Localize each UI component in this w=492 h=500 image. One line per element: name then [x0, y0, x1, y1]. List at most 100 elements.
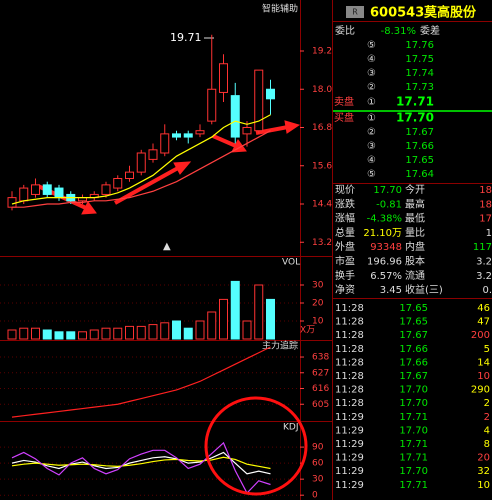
stat-label: 收益(三)	[405, 283, 443, 296]
trade-time: 11:29	[335, 425, 364, 436]
trade-time: 11:29	[335, 412, 364, 423]
stock-code: 600543	[370, 6, 424, 21]
trade-price: 17.71	[399, 480, 428, 491]
trade-volume: 20	[477, 453, 490, 464]
trade-volume: 46	[477, 303, 490, 314]
volume-bar	[172, 320, 181, 340]
buy-label: 买盘	[334, 111, 354, 124]
trade-volume: 200	[471, 330, 490, 341]
y-tick-label: 14.4	[312, 200, 332, 210]
stat-value: 6.57%	[370, 271, 402, 282]
candle-body	[219, 63, 228, 93]
candle-body	[136, 152, 146, 173]
candle-body	[101, 184, 111, 195]
trade-time: 11:28	[335, 344, 364, 355]
candle-body	[19, 187, 29, 202]
trade-price: 17.70	[399, 385, 428, 396]
ratio: -8.31%	[381, 26, 416, 37]
line	[11, 441, 271, 495]
volume-bar	[101, 327, 111, 340]
candle-body	[125, 171, 134, 179]
ask-price: 17.76	[405, 40, 434, 51]
bid-level: ②	[367, 127, 376, 138]
volume-bar	[42, 329, 52, 340]
trade-time: 11:28	[335, 317, 364, 328]
stat-label: 外盘	[335, 240, 355, 253]
bid-price: 17.66	[405, 141, 434, 152]
bid-level: ④	[367, 155, 376, 166]
y-tick-label: 13.2	[312, 238, 332, 248]
sell-label: 卖盘	[334, 95, 354, 108]
trade-time: 11:29	[335, 453, 364, 464]
trade-time: 11:28	[335, 303, 364, 314]
candle-body	[230, 95, 240, 138]
ask-level: ⑤	[367, 40, 376, 51]
ask-level: ③	[367, 68, 376, 79]
panel-title: 主力追踪	[262, 340, 298, 352]
trade-price: 17.71	[399, 439, 428, 450]
bid-level: ⑤	[367, 169, 376, 180]
trade-volume: 290	[471, 385, 490, 396]
candle-body	[42, 184, 52, 195]
ask-level: ②	[367, 82, 376, 93]
trade-price: 17.70	[399, 398, 428, 409]
candle-body	[148, 149, 158, 160]
trade-price: 17.71	[399, 412, 428, 423]
panel-title: 智能辅助	[262, 3, 298, 15]
badge: R	[352, 8, 358, 17]
stat-label: 内盘	[405, 240, 425, 253]
trade-time: 11:28	[335, 385, 364, 396]
charts: 智能辅助 13.2 14.4 15.6 16.8 18.0 19.2 VOL 10 20 30 X万主…	[0, 3, 332, 500]
y-tick-label: 20	[312, 299, 324, 309]
bid-level: ①	[367, 113, 376, 124]
stat-label: 最低	[405, 212, 425, 225]
y-tick-label: 10	[312, 317, 324, 327]
y-tick-label: 16.8	[312, 123, 332, 133]
trade-price: 17.65	[399, 303, 428, 314]
stat-value: 18	[479, 199, 492, 210]
candle-body	[172, 133, 181, 138]
stat-label: 总量	[335, 226, 355, 239]
stat-value: 117	[473, 242, 492, 253]
volume-bar	[254, 284, 264, 340]
line	[11, 451, 271, 475]
trade-time: 11:29	[335, 439, 364, 450]
bid-price: 17.65	[405, 155, 434, 166]
stat-value: -4.38%	[367, 214, 402, 225]
stat-value: 1	[486, 228, 492, 239]
candle-body	[113, 178, 123, 189]
trade-time: 11:28	[335, 330, 364, 341]
stat-value: 17	[479, 214, 492, 225]
candle-body	[54, 187, 64, 199]
y-tick-label: 30	[312, 281, 324, 291]
volume-bar	[125, 325, 134, 340]
volume-bar	[19, 327, 29, 340]
stat-label: 流通	[405, 269, 425, 282]
stat-value: 18	[479, 185, 492, 196]
trade-volume: 32	[477, 466, 490, 477]
trade-price: 17.66	[399, 357, 428, 368]
candle-body	[160, 133, 170, 154]
trade-price: 17.71	[399, 453, 428, 464]
stock-name: 莫高股份	[423, 5, 477, 21]
trade-volume: 14	[477, 357, 490, 368]
y-tick-label: 605	[312, 400, 329, 410]
candle-body	[183, 133, 193, 138]
volume-bar	[31, 327, 40, 340]
candle-body	[207, 88, 217, 122]
volume-bar	[219, 298, 228, 340]
high-annotation: 19.71	[170, 31, 202, 44]
badge-bg	[346, 6, 364, 18]
volume-bar	[148, 324, 158, 340]
trade-volume: 10	[477, 371, 490, 382]
volume-bar	[207, 311, 217, 340]
trade-time: 11:28	[335, 398, 364, 409]
ask-price: 17.71	[396, 95, 434, 109]
candle-body	[266, 88, 275, 100]
y-tick-label: 18.0	[312, 85, 332, 95]
trade-volume: 2	[484, 412, 490, 423]
panel-title: KDJ	[283, 423, 299, 433]
candle-body	[254, 69, 264, 132]
